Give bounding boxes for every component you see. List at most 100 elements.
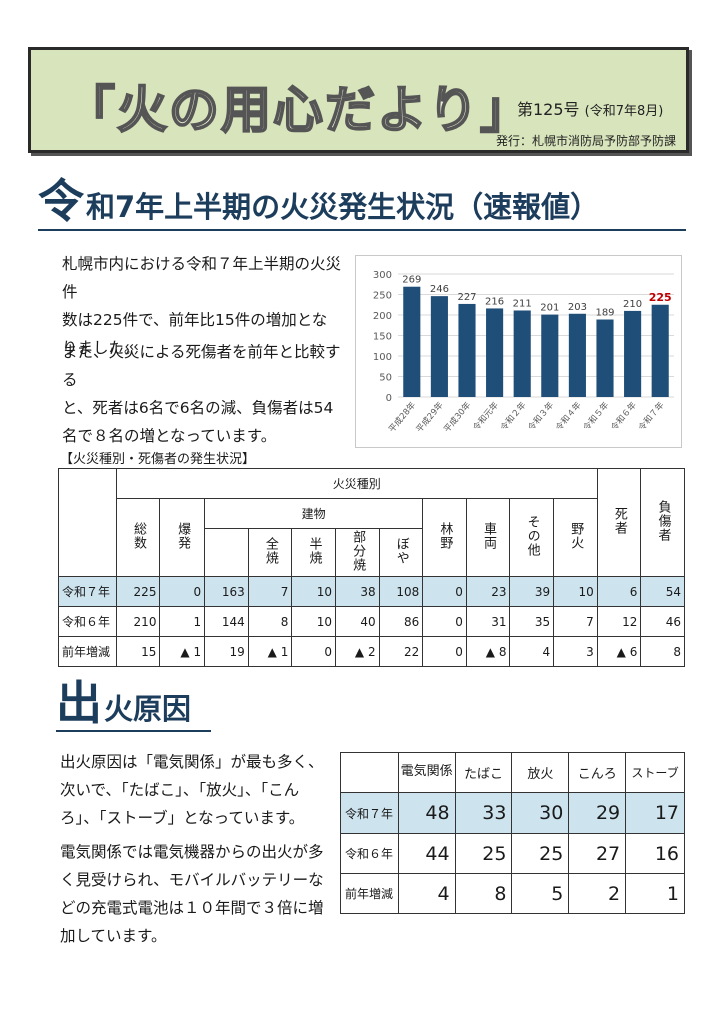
y-tick-label: 50 — [379, 373, 392, 384]
header-label: 爆発 — [175, 522, 191, 550]
x-tick-label: 令和元年 — [471, 399, 502, 432]
cell: ▲ 1 — [159, 636, 206, 667]
x-tick-label: 令和５年 — [581, 399, 612, 432]
text-line: また、火災による死傷者を前年と比較する — [62, 343, 341, 389]
data-label: 216 — [485, 296, 504, 307]
header-heater: ストーブ — [625, 752, 685, 793]
cell: 19 — [204, 636, 249, 667]
cell: 23 — [465, 576, 511, 607]
cell: 16 — [625, 833, 685, 874]
fire-cause-table: 電気関係 たばこ 放火 こんろ ストーブ 令和７年 48 33 30 29 17… — [340, 752, 685, 914]
heading-initial: 出 — [56, 676, 102, 730]
header-field: 野火 — [553, 498, 598, 577]
header-label: 負傷者 — [655, 500, 671, 542]
section-heading-fire-causes: 出 火原因 — [56, 680, 191, 726]
cell: 1 — [159, 606, 206, 637]
cell: 0 — [422, 576, 467, 607]
header-label: 総数 — [130, 522, 146, 550]
cell: 108 — [378, 576, 424, 607]
heading-initial: 令 — [38, 174, 84, 228]
header-label: 部分焼 — [350, 530, 366, 572]
cell: 6 — [596, 576, 642, 607]
header-building: 建物 — [204, 498, 424, 529]
header-electric: 電気関係 — [397, 752, 456, 793]
cell: ▲ 6 — [596, 636, 642, 667]
corner-cell — [58, 468, 117, 577]
text-line: 数は225件で、前年比15件の増加とな — [62, 311, 328, 329]
cell: 15 — [115, 636, 161, 667]
table-row: 令和６年 210 1 144 8 10 40 86 0 31 35 7 12 4… — [58, 606, 685, 637]
header-label: 半焼 — [306, 537, 322, 565]
data-label: 246 — [430, 284, 449, 295]
y-tick-label: 100 — [373, 352, 392, 363]
bar — [513, 310, 531, 397]
header-stove-top: こんろ — [568, 752, 627, 793]
bar — [458, 303, 476, 397]
cell: 38 — [334, 576, 380, 607]
cell: 25 — [511, 833, 570, 874]
cell: 54 — [640, 576, 685, 607]
data-label: 211 — [513, 298, 532, 309]
cell: 8 — [454, 873, 513, 914]
table-row: 前年増減 15 ▲ 1 19 ▲ 1 0 ▲ 2 22 0 ▲ 8 4 3 ▲ … — [58, 636, 685, 667]
cell: 22 — [378, 636, 424, 667]
table-caption: 【火災種別・死傷者の発生状況】 — [60, 452, 256, 467]
data-label: 201 — [540, 303, 559, 314]
x-tick-label: 令和２年 — [498, 399, 529, 432]
fire-count-paragraph: 札幌市内における令和７年上半期の火災件 数は225件で、前年比15件の増加とな … — [62, 250, 352, 362]
header-vehicle: 車両 — [465, 498, 511, 577]
header-label: 死者 — [611, 507, 627, 535]
cell: 0 — [291, 636, 336, 667]
cell: 0 — [422, 636, 467, 667]
text-line: 札幌市内における令和７年上半期の火災件 — [62, 255, 342, 301]
cell: 39 — [509, 576, 555, 607]
text-line: 加しています。 — [60, 927, 167, 945]
x-tick-label: 令和３年 — [526, 399, 557, 432]
issue-number: 第125号 — [517, 100, 580, 119]
cell: 35 — [509, 606, 555, 637]
data-label: 189 — [595, 308, 614, 319]
text-line: ろ」、「ストーブ」となっています。 — [60, 809, 305, 827]
cell: 27 — [568, 833, 627, 874]
electrical-paragraph: 電気関係では電気機器からの出火が多 く見受けられ、モバイルバッテリーな どの充電… — [60, 838, 340, 950]
corner-cell — [340, 752, 399, 793]
fire-count-chart: 0 50 100 150 200 250 300 269 平成28年 246 平成29年 227 平成3… — [355, 255, 682, 448]
header-label: 全焼 — [262, 537, 278, 565]
issue-date: (令和7年8月) — [584, 104, 664, 119]
text-line: 出火原因は「電気関係」が最も多く、 — [60, 753, 324, 771]
cell: 10 — [291, 576, 336, 607]
y-tick-label: 0 — [386, 393, 392, 404]
bar — [541, 314, 559, 397]
x-tick-label: 令和７年 — [636, 399, 667, 432]
header-label: その他 — [524, 515, 540, 557]
text-line: 次いで、「たばこ」、「放火」、「こん — [60, 781, 300, 799]
header-tobacco: たばこ — [454, 752, 513, 793]
header-dead: 死者 — [596, 468, 642, 577]
text-line: りました。 — [62, 339, 140, 357]
header-fire-type: 火災種別 — [115, 468, 598, 499]
header-full: 全焼 — [247, 528, 293, 577]
cell: 2 — [568, 873, 627, 914]
fire-type-table: 火災種別 死者 負傷者 総数 爆発 建物 林野 車両 その他 野火 全焼 半焼 … — [58, 468, 685, 667]
publisher: 発行：札幌市消防局予防部予防課 — [495, 134, 676, 148]
bar — [486, 308, 504, 397]
text-line: 名で８名の増となっています。 — [62, 427, 277, 445]
bar — [430, 296, 448, 397]
cell: 4 — [509, 636, 555, 667]
cell: 25 — [454, 833, 513, 874]
row-label: 前年増減 — [58, 636, 117, 667]
cell: 7 — [553, 606, 598, 637]
row-label: 令和７年 — [58, 576, 117, 607]
header-label: 野火 — [568, 522, 584, 550]
data-label: 225 — [649, 291, 672, 304]
header-arson: 放火 — [511, 752, 570, 793]
cell: 3 — [553, 636, 598, 667]
cell: 210 — [115, 606, 161, 637]
y-tick-label: 150 — [373, 332, 392, 343]
data-label: 203 — [568, 302, 587, 313]
x-tick-label: 令和４年 — [553, 399, 584, 432]
bar — [403, 286, 421, 397]
text-line: どの充電式電池は１０年間で３倍に増 — [60, 899, 324, 917]
causes-paragraph: 出火原因は「電気関係」が最も多く、 次いで、「たばこ」、「放火」、「こん ろ」、… — [60, 748, 340, 832]
bar — [651, 304, 669, 397]
